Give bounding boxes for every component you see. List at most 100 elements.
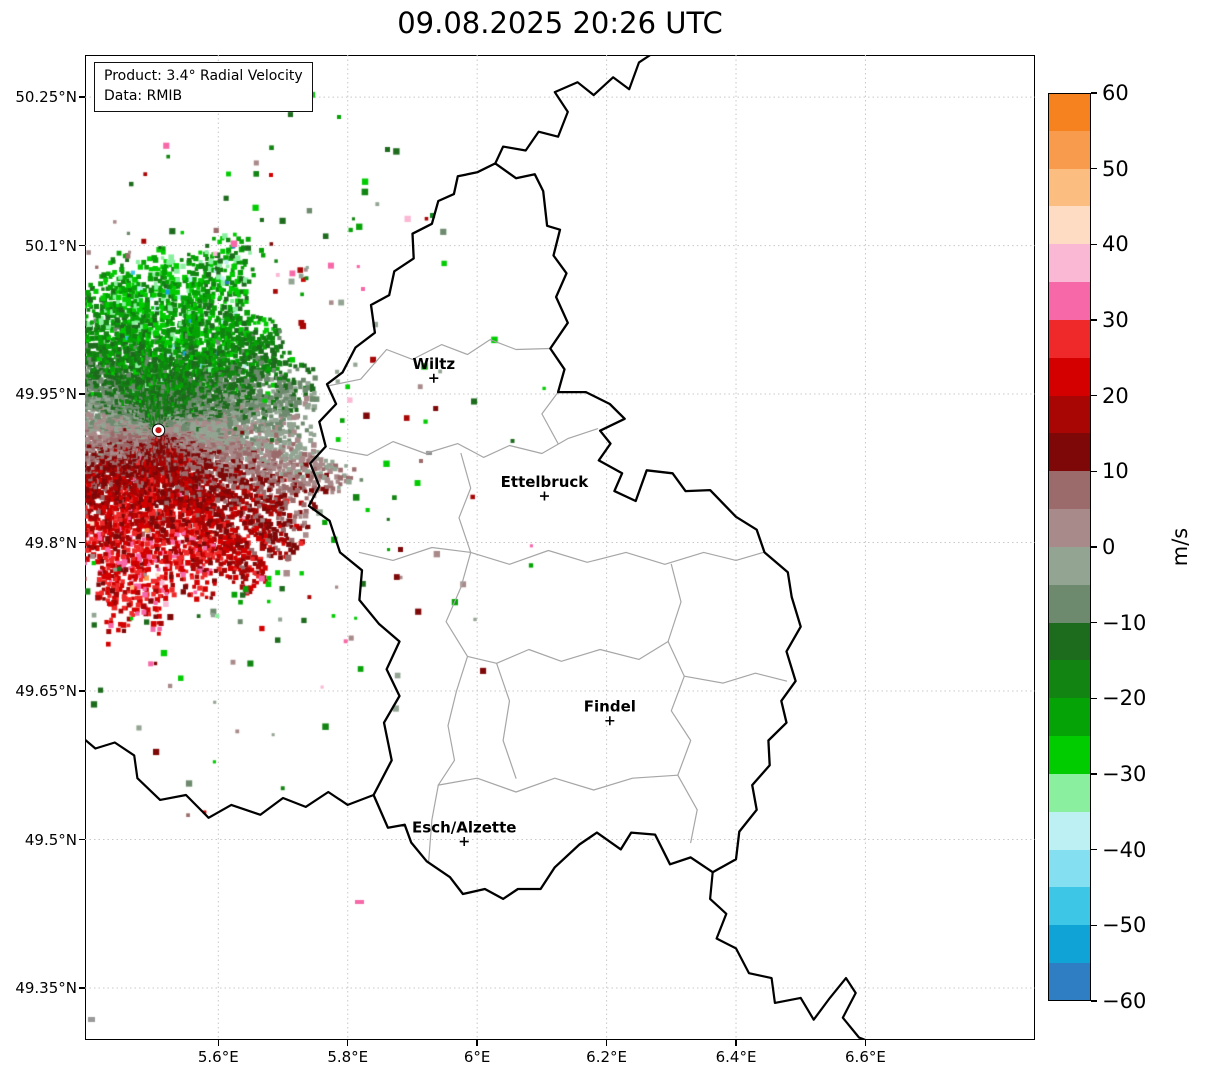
colorbar-segment (1048, 773, 1091, 812)
colorbar-tick-label: −30 (1102, 762, 1147, 786)
canton-boundary (329, 428, 599, 458)
figure-title: 09.08.2025 20:26 UTC (397, 6, 723, 40)
y-tickmark (79, 690, 85, 692)
info-box: Product: 3.4° Radial Velocity Data: RMIB (94, 62, 313, 113)
colorbar-tick-label: 0 (1102, 535, 1116, 559)
colorbar-segment (1048, 319, 1091, 358)
y-tick-label: 49.5°N (24, 830, 77, 849)
city-esch-alzette: Esch/Alzette (412, 819, 516, 847)
colorbar-segment (1048, 357, 1091, 396)
y-tickmark (79, 987, 85, 989)
colorbar-tickmark (1091, 243, 1097, 246)
national-border (494, 55, 653, 165)
colorbar-tick-label: −20 (1102, 686, 1147, 711)
map-layer: Wiltz Ettelbruck Findel Esch/Alzette (85, 55, 869, 1040)
colorbar-segment (1048, 206, 1091, 245)
colorbar-tickmark (1091, 773, 1097, 775)
colorbar-segment (1048, 887, 1091, 926)
x-tickmark (346, 1040, 349, 1046)
x-tick-label: 6.2°E (586, 1048, 628, 1066)
y-tick-label: 50.25°N (15, 88, 77, 107)
y-tickmark (79, 244, 85, 247)
colorbar-segment (1048, 963, 1091, 1001)
x-tick-label: 5.8°E (327, 1048, 369, 1066)
radar-site-dot (155, 427, 162, 434)
colorbar-tick-label: 10 (1102, 459, 1129, 484)
colorbar-tickmark (1091, 394, 1097, 397)
city-marker (459, 837, 469, 847)
canton-boundary (683, 672, 788, 684)
colorbar-tick-label: −50 (1102, 913, 1147, 938)
national-border (85, 738, 375, 819)
y-tickmark (79, 541, 85, 544)
y-tick-label: 49.95°N (15, 385, 77, 404)
colorbar-segment (1048, 736, 1091, 774)
colorbar-tick-label: 20 (1102, 383, 1129, 408)
colorbar-segment (1048, 93, 1091, 131)
colorbar-segment (1048, 395, 1091, 434)
city-marker (605, 716, 615, 726)
colorbar-tick-label: −60 (1102, 989, 1147, 1013)
colorbar-segment (1048, 244, 1091, 283)
colorbar (1048, 93, 1091, 1001)
colorbar-segment (1048, 660, 1091, 699)
y-tickmark (79, 393, 85, 395)
x-tickmark (864, 1040, 867, 1046)
city-marker (539, 491, 549, 501)
colorbar-tickmark (1091, 848, 1097, 851)
colorbar-tick-label: 40 (1102, 232, 1129, 257)
luxembourg-border (307, 162, 802, 901)
colorbar-tickmark (1091, 167, 1097, 170)
colorbar-tickmark (1091, 546, 1097, 548)
city-label: Findel (584, 698, 636, 716)
info-box-product-line: Product: 3.4° Radial Velocity (104, 68, 303, 84)
colorbar-tick-label: 60 (1102, 81, 1129, 105)
colorbar-segment (1048, 925, 1091, 964)
city-findel: Findel (584, 698, 636, 726)
x-tick-label: 6.4°E (715, 1048, 757, 1066)
x-tick-label: 6°E (463, 1048, 491, 1066)
map-plot-area: Wiltz Ettelbruck Findel Esch/Alzette Produc… (85, 55, 1035, 1040)
canton-boundary (326, 339, 551, 387)
y-tick-label: 49.8°N (24, 533, 77, 552)
city-ettelbruck: Ettelbruck (501, 473, 590, 501)
colorbar-segment (1048, 509, 1091, 547)
x-tick-label: 5.6°E (197, 1048, 239, 1066)
city-marker (429, 373, 439, 383)
y-tick-label: 49.65°N (15, 682, 77, 701)
canton-boundary (358, 546, 764, 565)
colorbar-segment (1048, 849, 1091, 888)
national-border (709, 871, 869, 1040)
colorbar-tick-label: −10 (1102, 610, 1147, 635)
colorbar-segment (1048, 546, 1091, 585)
colorbar-segment (1048, 130, 1091, 169)
colorbar-tickmark (1091, 924, 1097, 927)
canton-boundary (428, 452, 472, 863)
y-tickmark (79, 838, 85, 841)
colorbar-segment (1048, 168, 1091, 207)
colorbar-segment (1048, 584, 1091, 623)
colorbar-segment (1048, 698, 1091, 737)
x-tickmark (217, 1040, 220, 1046)
x-tickmark (476, 1040, 478, 1046)
canton-boundary (466, 640, 669, 664)
colorbar-tickmark (1091, 92, 1097, 94)
colorbar-unit-label: m/s (1168, 527, 1192, 567)
x-tickmark (605, 1040, 608, 1046)
y-tickmark (79, 96, 85, 98)
radar-velocity-field (85, 55, 1035, 1040)
colorbar-segment (1048, 282, 1091, 320)
canton-boundary (437, 774, 679, 793)
colorbar-tick-label: 50 (1102, 156, 1129, 181)
canton-boundary (541, 391, 559, 445)
y-tick-label: 50.1°N (24, 236, 77, 255)
y-tick-label: 49.35°N (15, 979, 77, 998)
colorbar-tickmark (1091, 621, 1097, 624)
info-box-data-line: Data: RMIB (104, 87, 183, 104)
city-label: Ettelbruck (501, 473, 590, 491)
colorbar-tickmark (1091, 470, 1097, 473)
city-wiltz: Wiltz (412, 355, 455, 383)
colorbar-tickmark (1091, 319, 1097, 321)
colorbar-segment (1048, 471, 1091, 510)
